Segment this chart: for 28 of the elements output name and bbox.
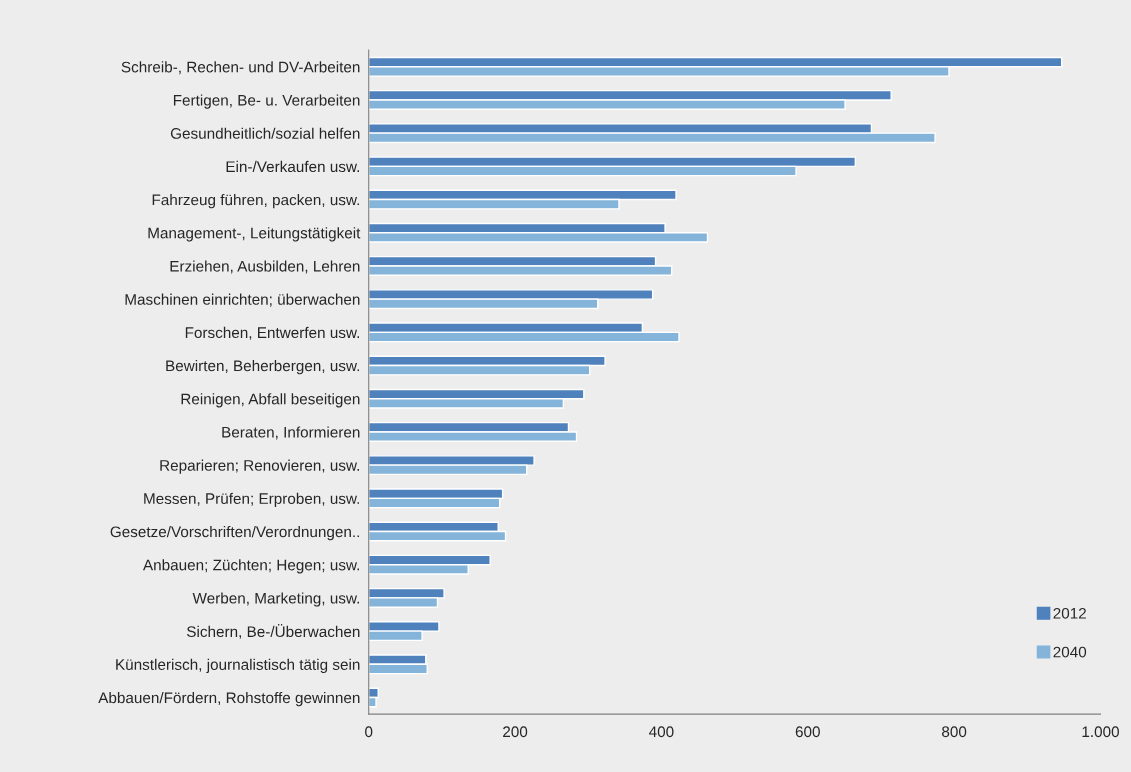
x-tick-label: 600 <box>795 726 820 738</box>
y-tick-label: Ein-/Verkaufen usw. <box>226 160 359 173</box>
x-tick-label: 0 <box>365 726 373 738</box>
y-tick-label: Fertigen, Be- u. Verarbeiten <box>173 94 360 109</box>
y-tick-label: Messen, Prüfen; Erproben, usw. <box>144 492 359 508</box>
y-tick-label: Bewirten, Beherbergen, usw. <box>166 360 359 375</box>
x-tick-label: 200 <box>503 726 528 738</box>
y-tick-label: Künstlerisch, journalistisch tätig sein <box>116 658 360 674</box>
y-tick-label: Fahrzeug führen, packen, usw. <box>152 194 359 209</box>
y-tick-label: Management-, Leitungstätigkeit <box>148 227 361 242</box>
y-tick-label: Reinigen, Abfall beseitigen <box>181 393 360 408</box>
y-tick-label: Gesetze/Vorschriften/Verordnungen.. <box>110 525 359 541</box>
y-tick-label: Erziehen, Ausbilden, Lehren <box>170 260 360 274</box>
y-tick-label: Forschen, Entwerfen usw. <box>185 326 359 340</box>
y-tick-label: Reparieren; Renovieren, usw. <box>160 459 359 474</box>
x-tick-label: 400 <box>649 726 674 738</box>
x-tick-label: 1.000 <box>1082 726 1119 738</box>
y-tick-label: Gesundheitlich/sozial helfen <box>170 127 360 139</box>
legend-label: 2040 <box>1053 646 1087 658</box>
y-tick-label: Schreib-, Rechen- und DV-Arbeiten <box>121 61 360 75</box>
y-tick-label: Sichern, Be-/Überwachen <box>186 624 360 639</box>
x-tick-label: 800 <box>942 726 967 738</box>
y-tick-label: Anbauen; Züchten; Hegen; usw. <box>142 559 359 574</box>
y-tick-label: Werben, Marketing, usw. <box>192 592 359 607</box>
y-tick-label: Beraten, Informieren <box>222 426 360 440</box>
legend-label: 2012 <box>1053 607 1086 619</box>
y-tick-label: Abbauen/Fördern, Rohstoffe gewinnen <box>98 691 360 707</box>
y-tick-label: Maschinen einrichten; überwachen <box>125 293 360 307</box>
